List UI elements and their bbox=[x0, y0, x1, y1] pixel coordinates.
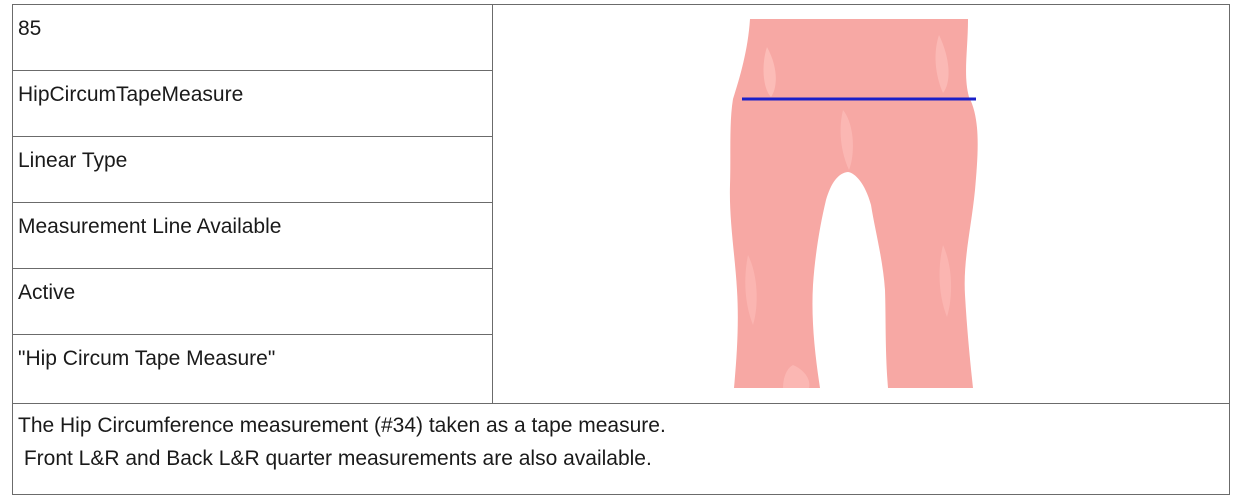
column-divider bbox=[492, 5, 493, 403]
measurement-type-cell: Linear Type bbox=[13, 137, 492, 203]
measurement-table: 85 HipCircumTapeMeasure Linear Type Meas… bbox=[12, 4, 1230, 495]
description-block: The Hip Circumference measurement (#34) … bbox=[18, 409, 1218, 475]
body-figure-cell bbox=[493, 5, 1229, 403]
row-divider bbox=[13, 403, 1229, 404]
measurement-number-cell: 85 bbox=[13, 5, 492, 71]
status-cell: Active bbox=[13, 269, 492, 335]
hip-figure-image bbox=[729, 19, 978, 388]
measurement-line-cell: Measurement Line Available bbox=[13, 203, 492, 269]
description-line-1: The Hip Circumference measurement (#34) … bbox=[18, 414, 666, 437]
description-line-2: Front L&R and Back L&R quarter measureme… bbox=[18, 447, 652, 470]
display-name-cell: "Hip Circum Tape Measure" bbox=[18, 347, 276, 370]
measurement-name-cell: HipCircumTapeMeasure bbox=[13, 71, 492, 137]
body-silhouette bbox=[729, 19, 978, 388]
properties-column: 85 HipCircumTapeMeasure Linear Type Meas… bbox=[13, 5, 492, 403]
